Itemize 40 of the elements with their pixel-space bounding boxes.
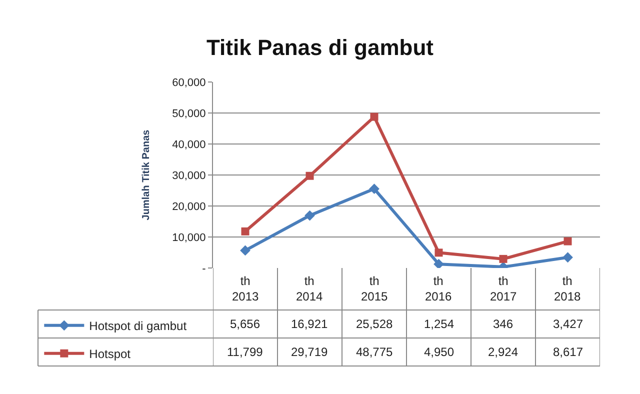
data-label: 25,528 — [356, 317, 394, 331]
point — [370, 112, 378, 121]
point — [241, 227, 250, 236]
y-tick-label: 20,000 — [172, 200, 206, 213]
point — [564, 237, 572, 246]
x-tick-label: th 2014 — [296, 274, 324, 304]
y-tick-label: 50,000 — [172, 108, 206, 120]
point — [562, 252, 573, 263]
data-label: 29,719 — [291, 345, 328, 359]
point — [434, 258, 444, 268]
x-tick-label: th 2018 — [554, 274, 582, 304]
point — [434, 248, 443, 257]
point — [499, 254, 508, 263]
data-label: 5,656 — [230, 317, 260, 331]
data-label: 8,617 — [553, 345, 584, 359]
y-tick-label: - — [202, 262, 206, 275]
data-label: 4,950 — [424, 345, 454, 359]
point — [304, 210, 315, 221]
point — [240, 245, 250, 256]
x-tick-label: th 2017 — [490, 274, 518, 304]
point — [306, 172, 314, 180]
legend-label: Hotspot di gambut — [89, 319, 188, 334]
x-tick-label: th 2015 — [361, 274, 388, 304]
y-tick-label: 10,000 — [172, 232, 206, 244]
data-label: 16,921 — [291, 317, 328, 331]
y-tick-label: 60,000 — [172, 76, 206, 89]
x-tick-label: th 2016 — [425, 274, 452, 304]
chart-title: Titik Panas di gambut — [206, 34, 434, 60]
data-label: 3,427 — [553, 317, 584, 331]
data-label: 1,254 — [424, 317, 454, 331]
data-label: 2,924 — [488, 345, 518, 359]
y-tick-label: 30,000 — [172, 170, 206, 182]
x-tick-label: th 2013 — [232, 274, 260, 304]
data-label: 48,775 — [356, 345, 394, 359]
point — [369, 184, 380, 194]
y-axis-title: Jumlah Titik Panas — [141, 129, 152, 220]
data-label: 346 — [493, 317, 514, 331]
legend-label: Hotspot — [89, 347, 132, 362]
data-label: 11,799 — [227, 345, 264, 359]
y-tick-label: 40,000 — [172, 138, 206, 151]
